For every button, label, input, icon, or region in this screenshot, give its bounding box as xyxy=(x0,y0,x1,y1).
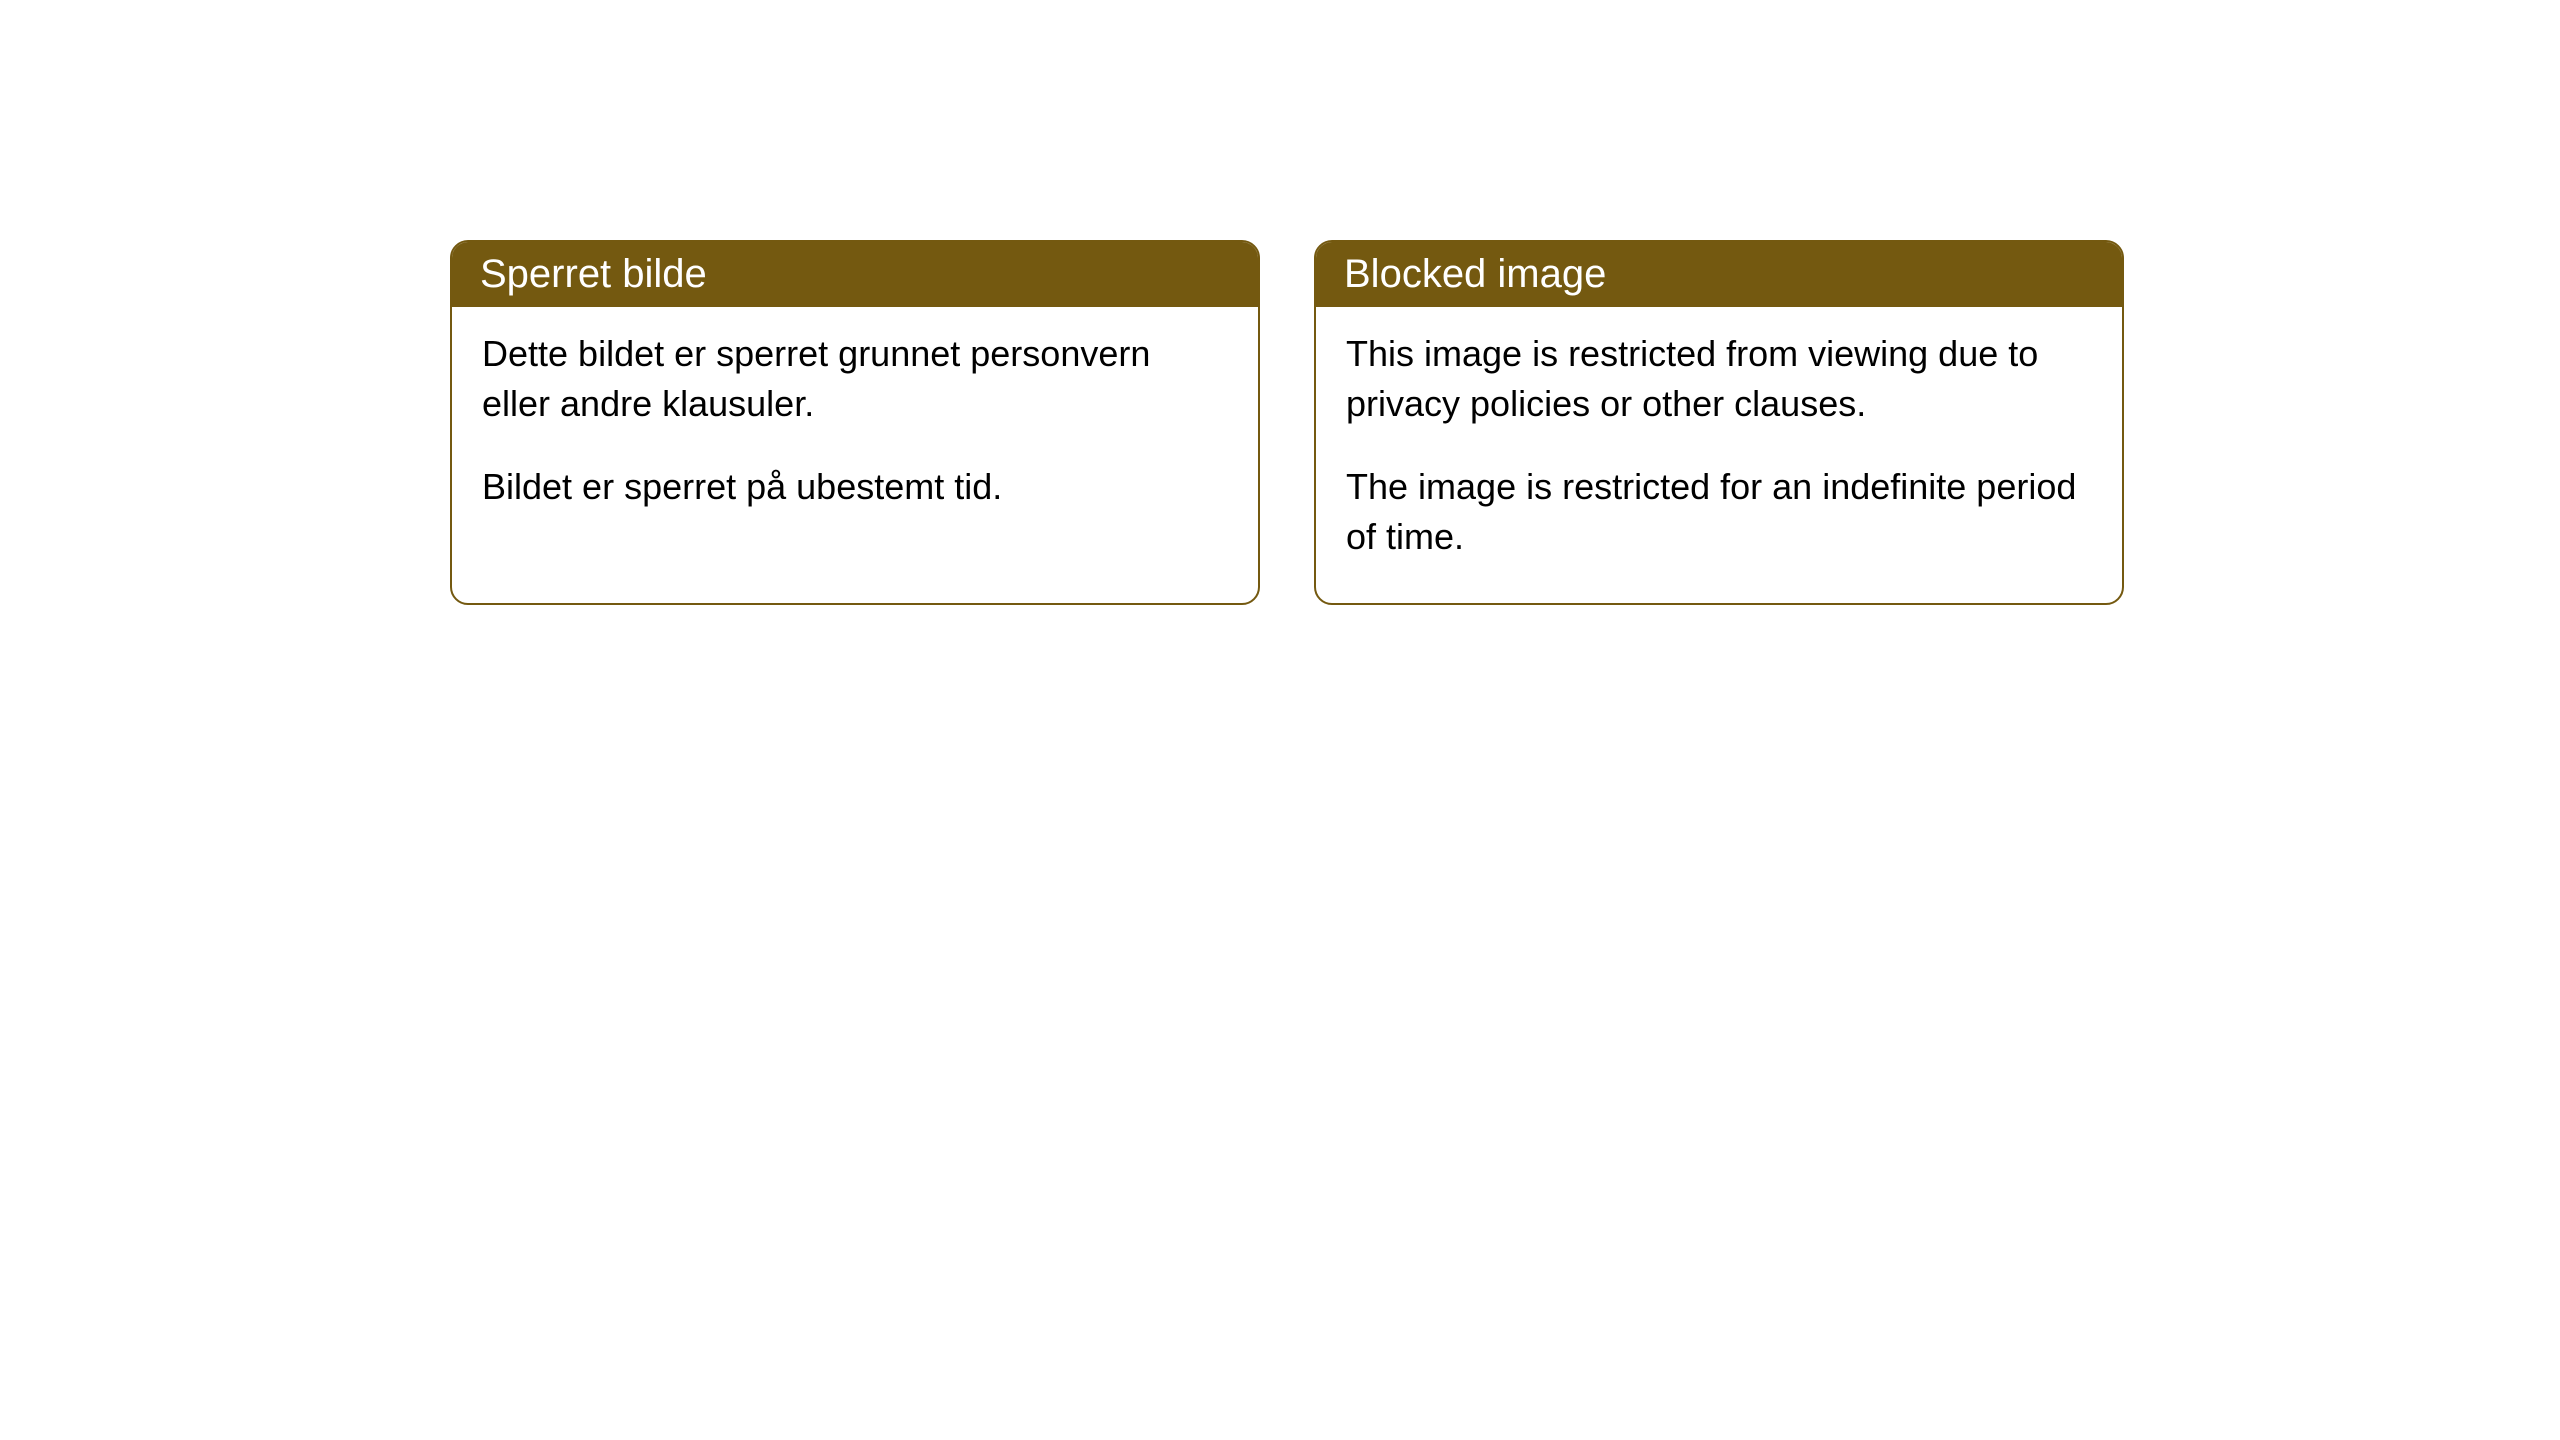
card-body-english: This image is restricted from viewing du… xyxy=(1316,307,2122,603)
card-header-norwegian: Sperret bilde xyxy=(452,242,1258,307)
card-header-english: Blocked image xyxy=(1316,242,2122,307)
notice-cards-container: Sperret bilde Dette bildet er sperret gr… xyxy=(450,240,2124,605)
card-text-english-2: The image is restricted for an indefinit… xyxy=(1346,462,2092,563)
blocked-image-card-norwegian: Sperret bilde Dette bildet er sperret gr… xyxy=(450,240,1260,605)
card-body-norwegian: Dette bildet er sperret grunnet personve… xyxy=(452,307,1258,552)
blocked-image-card-english: Blocked image This image is restricted f… xyxy=(1314,240,2124,605)
card-text-english-1: This image is restricted from viewing du… xyxy=(1346,329,2092,430)
card-text-norwegian-1: Dette bildet er sperret grunnet personve… xyxy=(482,329,1228,430)
card-text-norwegian-2: Bildet er sperret på ubestemt tid. xyxy=(482,462,1228,512)
